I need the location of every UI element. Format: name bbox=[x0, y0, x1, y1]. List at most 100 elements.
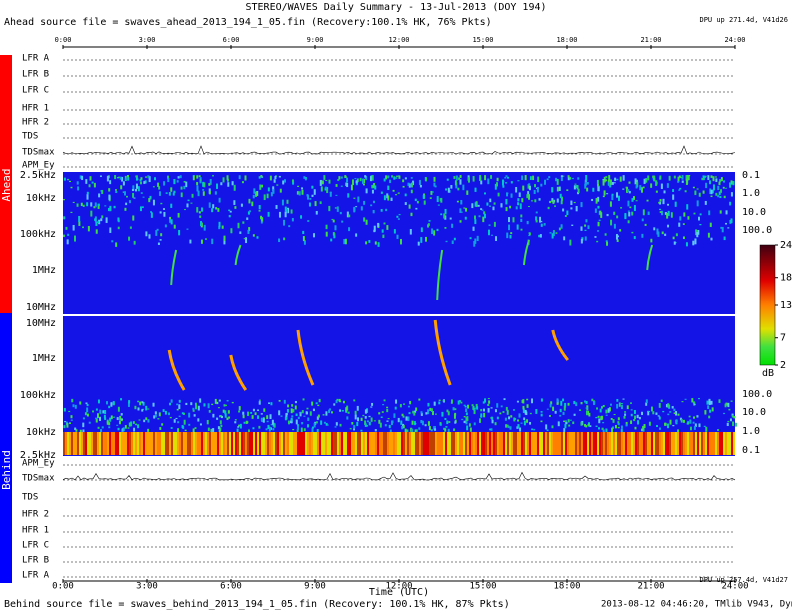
texture-cell bbox=[479, 432, 481, 455]
texture-cell bbox=[597, 205, 600, 209]
texture-cell bbox=[454, 408, 457, 411]
texture-cell bbox=[97, 413, 100, 418]
texture-cell bbox=[199, 179, 202, 181]
texture-cell bbox=[540, 223, 543, 227]
texture-cell bbox=[529, 176, 532, 180]
texture-cell bbox=[548, 415, 551, 417]
texture-cell bbox=[117, 432, 119, 455]
texture-cell bbox=[566, 189, 569, 192]
texture-cell bbox=[528, 194, 531, 200]
texture-cell bbox=[687, 216, 690, 220]
freq-label: 1.0 bbox=[742, 188, 760, 199]
texture-cell bbox=[648, 410, 651, 412]
texture-cell bbox=[560, 176, 563, 182]
texture-cell bbox=[703, 425, 706, 427]
texture-cell bbox=[533, 432, 535, 455]
texture-cell bbox=[598, 219, 601, 221]
texture-cell bbox=[429, 432, 431, 455]
texture-cell bbox=[216, 183, 219, 189]
texture-cell bbox=[531, 428, 534, 431]
texture-cell bbox=[595, 432, 597, 455]
texture-cell bbox=[105, 432, 107, 455]
texture-cell bbox=[430, 408, 433, 412]
texture-cell bbox=[571, 432, 573, 455]
texture-cell bbox=[185, 181, 188, 188]
texture-cell bbox=[189, 239, 192, 244]
texture-cell bbox=[100, 218, 103, 222]
texture-cell bbox=[284, 206, 287, 212]
texture-cell bbox=[521, 175, 524, 181]
texture-cell bbox=[382, 404, 385, 406]
texture-cell bbox=[320, 420, 323, 425]
texture-cell bbox=[84, 412, 87, 416]
texture-cell bbox=[226, 178, 229, 182]
texture-cell bbox=[693, 416, 696, 419]
texture-cell bbox=[347, 411, 350, 414]
texture-cell bbox=[531, 398, 534, 404]
texture-cell bbox=[573, 201, 576, 204]
texture-cell bbox=[173, 190, 176, 194]
texture-cell bbox=[111, 240, 114, 243]
texture-cell bbox=[577, 177, 580, 180]
texture-cell bbox=[624, 413, 627, 416]
texture-cell bbox=[694, 190, 697, 196]
texture-cell bbox=[104, 417, 107, 420]
texture-cell bbox=[64, 420, 67, 423]
texture-cell bbox=[555, 177, 558, 182]
texture-cell bbox=[693, 401, 696, 406]
texture-cell bbox=[687, 432, 689, 455]
texture-cell bbox=[473, 409, 476, 415]
texture-cell bbox=[427, 402, 430, 407]
texture-cell bbox=[668, 175, 671, 181]
texture-cell bbox=[491, 419, 494, 424]
texture-cell bbox=[122, 191, 125, 193]
texture-cell bbox=[439, 423, 442, 426]
texture-cell bbox=[587, 432, 589, 455]
texture-cell bbox=[441, 432, 443, 455]
texture-cell bbox=[490, 175, 493, 179]
texture-cell bbox=[563, 420, 566, 423]
texture-cell bbox=[178, 399, 181, 403]
texture-cell bbox=[76, 181, 79, 185]
texture-cell bbox=[729, 182, 732, 188]
texture-cell bbox=[139, 206, 142, 212]
texture-cell bbox=[689, 426, 692, 431]
texture-cell bbox=[681, 175, 684, 180]
texture-cell bbox=[387, 195, 390, 201]
texture-cell bbox=[380, 208, 383, 212]
texture-cell bbox=[227, 410, 230, 414]
texture-cell bbox=[196, 182, 199, 186]
texture-cell bbox=[349, 428, 352, 430]
texture-cell bbox=[275, 205, 278, 209]
texture-cell bbox=[644, 223, 647, 226]
texture-cell bbox=[419, 184, 422, 188]
texture-cell bbox=[371, 184, 374, 189]
texture-cell bbox=[236, 428, 239, 433]
colorbar bbox=[759, 244, 776, 366]
texture-cell bbox=[707, 432, 709, 455]
texture-cell bbox=[120, 185, 123, 190]
texture-cell bbox=[148, 234, 151, 239]
texture-cell bbox=[205, 432, 207, 455]
texture-cell bbox=[365, 188, 368, 194]
texture-cell bbox=[156, 228, 159, 231]
texture-cell bbox=[181, 432, 183, 455]
texture-cell bbox=[445, 432, 447, 455]
texture-cell bbox=[259, 184, 262, 190]
texture-cell bbox=[517, 432, 519, 455]
texture-cell bbox=[149, 195, 152, 200]
texture-cell bbox=[465, 408, 468, 413]
texture-cell bbox=[554, 205, 557, 207]
texture-cell bbox=[168, 192, 171, 196]
texture-cell bbox=[607, 432, 609, 455]
texture-cell bbox=[317, 432, 319, 455]
texture-cell bbox=[169, 432, 171, 455]
texture-cell bbox=[493, 221, 496, 227]
texture-cell bbox=[686, 422, 689, 425]
texture-cell bbox=[428, 426, 431, 431]
texture-cell bbox=[296, 428, 299, 433]
texture-cell bbox=[184, 429, 187, 432]
texture-cell bbox=[443, 213, 446, 219]
texture-cell bbox=[398, 214, 401, 216]
